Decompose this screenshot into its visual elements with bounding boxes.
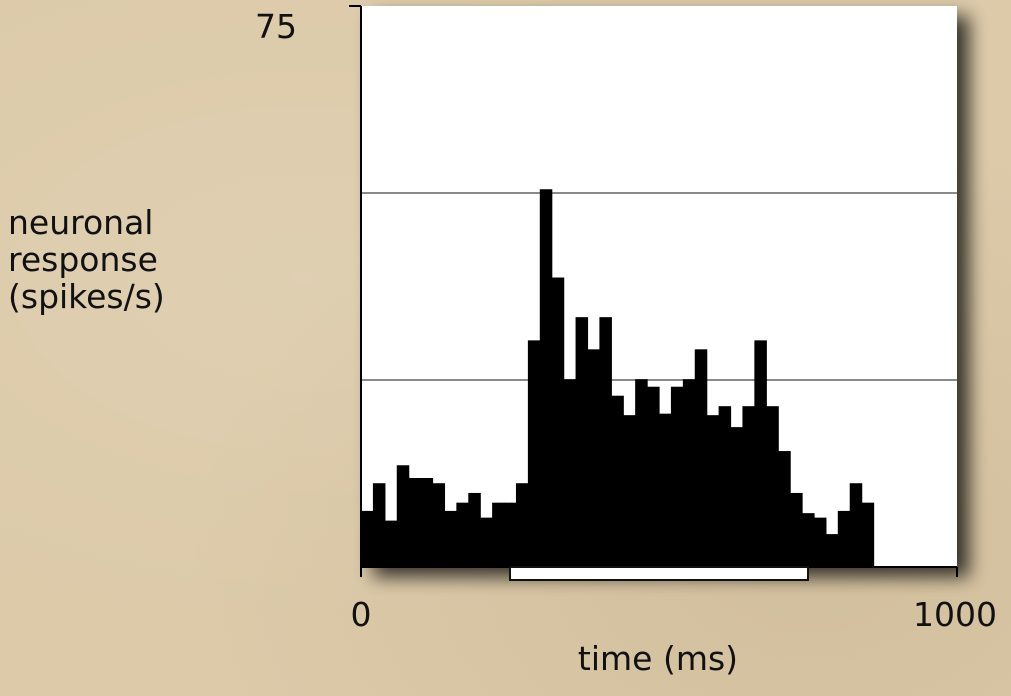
histogram-bar (778, 451, 791, 567)
y-axis-label-line-2: response (8, 240, 158, 279)
histogram-bar (575, 317, 589, 567)
histogram-bar (694, 349, 708, 567)
histogram-bar (861, 502, 875, 567)
histogram-bar (527, 340, 541, 567)
histogram-bar (611, 395, 624, 567)
histogram-bar (480, 517, 493, 567)
y-axis-label: neuronal response (spikes/s) (8, 204, 165, 315)
histogram-bar (384, 520, 398, 567)
histogram-bar (515, 483, 529, 567)
histogram-bar (432, 483, 446, 567)
histogram-bar (659, 413, 672, 567)
histogram-bar (551, 277, 565, 567)
histogram-bar (361, 510, 374, 567)
histogram-bar (813, 517, 827, 567)
histogram-bar (623, 415, 636, 567)
x-tick-label-1000: 1000 (913, 595, 997, 634)
y-axis-label-line-1: neuronal (8, 203, 154, 242)
histogram-bar (599, 317, 612, 567)
histogram-bar (444, 510, 457, 567)
x-tick-label-0: 0 (351, 595, 372, 634)
histogram-bar (837, 510, 851, 567)
histogram-bar (718, 406, 732, 567)
histogram-bar (539, 189, 553, 567)
histogram-bar (766, 406, 779, 567)
gridlines (361, 192, 957, 381)
histogram-bar (742, 406, 755, 567)
histogram-bars (361, 189, 875, 567)
histogram-bar (372, 483, 386, 567)
histogram-bar (504, 502, 517, 567)
histogram-bar (802, 513, 815, 567)
y-tick-label-75: 75 (255, 7, 297, 46)
y-axis-label-line-3: (spikes/s) (8, 277, 165, 316)
histogram-bar (408, 477, 422, 567)
histogram-bar (730, 427, 744, 567)
histogram-bar (849, 483, 863, 567)
stimulus-bar (509, 566, 809, 581)
histogram-bar (396, 465, 410, 567)
histogram-bar (492, 502, 505, 567)
histogram-bar (754, 340, 767, 567)
histogram-bar (790, 492, 803, 567)
histogram-bar (670, 386, 684, 567)
histogram-bar (647, 386, 660, 567)
histogram-bar (706, 415, 720, 567)
histogram-bar (563, 379, 577, 567)
histogram-bar (682, 379, 696, 567)
histogram-bar (468, 492, 481, 567)
histogram-bar (587, 349, 600, 567)
histogram-bar (635, 379, 648, 567)
histogram-bar (456, 502, 469, 567)
x-axis-label: time (ms) (578, 639, 738, 678)
histogram-bar (825, 534, 839, 567)
histogram-bar (420, 477, 434, 567)
